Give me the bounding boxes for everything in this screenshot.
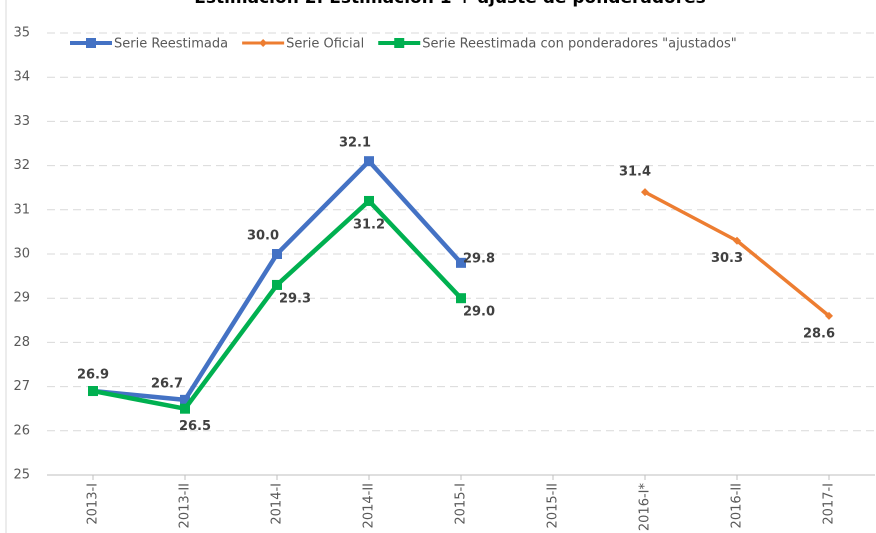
- legend-label: Serie Reestimada con ponderadores "ajust…: [422, 37, 736, 52]
- y-tick-label: 27: [13, 379, 30, 394]
- x-tick-label: 2017-I: [822, 483, 837, 525]
- x-tick-label: 2013-I: [86, 483, 101, 525]
- legend-label: Serie Oficial: [286, 37, 364, 52]
- y-tick-label: 29: [13, 291, 30, 306]
- data-label: 30.3: [711, 251, 743, 266]
- marker: [456, 257, 466, 268]
- legend-marker: [394, 38, 405, 48]
- chart-title: Estimación 2: Estimación 1 + ajuste de p…: [194, 0, 706, 8]
- marker: [364, 156, 374, 167]
- x-tick-label: 2013-II: [178, 483, 193, 528]
- marker: [88, 386, 98, 397]
- x-tick-label: 2014-II: [362, 483, 377, 528]
- y-tick-label: 26: [13, 423, 30, 438]
- data-label: 26.7: [151, 376, 183, 391]
- marker: [364, 195, 374, 206]
- data-label: 31.2: [353, 217, 385, 232]
- marker: [272, 249, 282, 259]
- legend-marker: [259, 39, 268, 47]
- y-tick-label: 33: [13, 114, 30, 129]
- x-tick-label: 2016-II: [730, 483, 745, 528]
- data-label: 26.9: [77, 368, 109, 383]
- data-label: 30.0: [247, 229, 279, 244]
- x-tick-label: 2016-I*: [638, 483, 653, 532]
- legend-label: Serie Reestimada: [114, 37, 228, 52]
- y-tick-label: 35: [13, 26, 30, 41]
- x-tick-label: 2015-II: [546, 483, 561, 528]
- data-label: 28.6: [803, 326, 835, 341]
- marker: [180, 403, 190, 414]
- data-label: 26.5: [179, 419, 211, 434]
- y-tick-label: 31: [13, 202, 30, 217]
- marker: [641, 188, 649, 197]
- x-tick-label: 2015-I: [454, 483, 469, 525]
- y-tick-label: 34: [13, 70, 30, 85]
- marker: [825, 311, 833, 320]
- y-tick-label: 30: [13, 247, 30, 262]
- marker: [180, 394, 190, 405]
- y-tick-label: 28: [13, 335, 30, 350]
- x-tick-label: 2014-I: [270, 483, 285, 525]
- data-label: 31.4: [619, 165, 651, 180]
- legend-marker: [86, 38, 96, 48]
- marker: [456, 293, 466, 304]
- marker: [733, 236, 741, 245]
- data-label: 29.0: [463, 305, 495, 320]
- y-tick-label: 32: [13, 158, 30, 173]
- data-label: 32.1: [339, 136, 371, 151]
- marker: [272, 279, 282, 290]
- data-label: 29.3: [279, 291, 311, 306]
- y-tick-label: 25: [13, 468, 30, 483]
- data-label: 29.8: [463, 251, 495, 266]
